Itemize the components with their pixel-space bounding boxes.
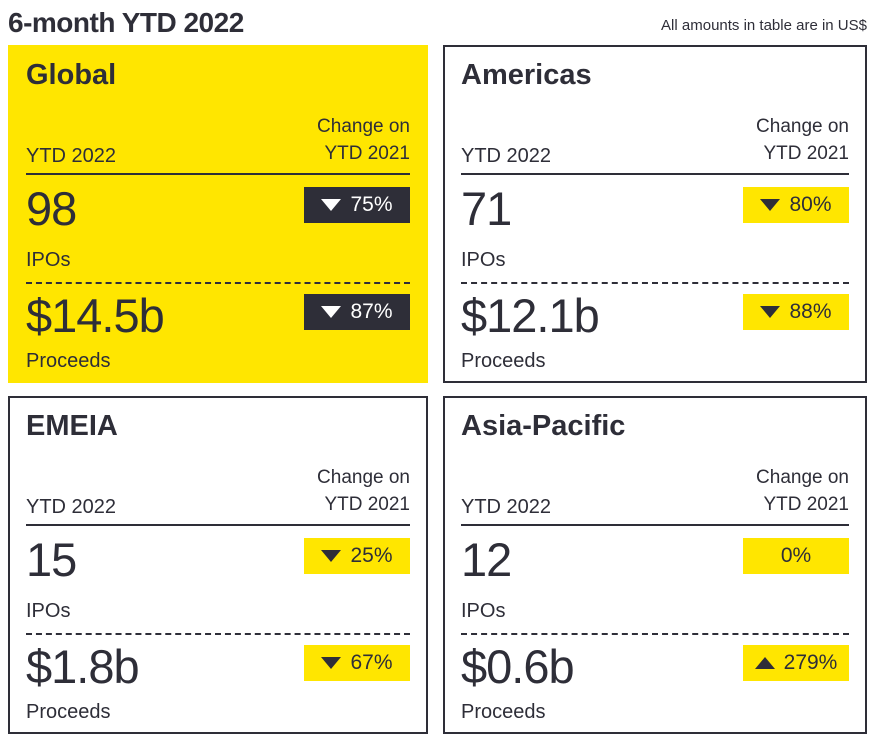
proceeds-label: Proceeds <box>461 700 546 723</box>
ipos-label: IPOs <box>461 599 506 622</box>
ipos-metric-row: 98 75% <box>26 185 410 232</box>
ipos-change-badge: 0% <box>743 537 849 574</box>
ipos-value: 98 <box>26 181 77 235</box>
ipos-change-badge: 25% <box>304 537 410 574</box>
proceeds-change-value: 87% <box>350 299 393 323</box>
dashed-divider <box>26 632 410 635</box>
change-arrow-icon <box>760 305 781 318</box>
ipos-change-value: 80% <box>789 192 832 216</box>
proceeds-change-badge: 87% <box>304 293 410 330</box>
proceeds-metric-row: $1.8b 67% <box>26 643 410 690</box>
proceeds-label: Proceeds <box>26 349 111 372</box>
proceeds-value: $12.1b <box>461 288 600 342</box>
proceeds-change-value: 88% <box>789 299 832 323</box>
ipos-label: IPOs <box>26 248 71 271</box>
cards-grid: Global YTD 2022 Change on YTD 2021 98 75… <box>8 45 867 734</box>
card-emeia: EMEIA YTD 2022 Change on YTD 2021 15 25%… <box>8 396 428 734</box>
ipos-change-value: 25% <box>350 543 393 567</box>
page-header: 6-month YTD 2022 All amounts in table ar… <box>0 0 873 45</box>
change-arrow-icon <box>321 198 342 211</box>
card-global: Global YTD 2022 Change on YTD 2021 98 75… <box>8 45 428 383</box>
period-label: YTD 2022 <box>26 144 117 167</box>
period-label: YTD 2022 <box>461 495 552 518</box>
ipos-value: 12 <box>461 532 512 586</box>
ipos-metric-row: 15 25% <box>26 536 410 583</box>
change-label: Change on YTD 2021 <box>317 467 410 515</box>
change-arrow-icon <box>760 198 781 211</box>
ipos-change-badge: 75% <box>304 186 410 223</box>
card-header-row: YTD 2022 Change on YTD 2021 <box>26 114 410 175</box>
proceeds-metric-row: $12.1b 88% <box>461 292 849 339</box>
ipos-change-badge: 80% <box>743 186 849 223</box>
proceeds-change-value: 67% <box>350 650 393 674</box>
dashed-divider <box>461 632 849 635</box>
change-label: Change on YTD 2021 <box>317 116 410 164</box>
ipos-change-value: 0% <box>780 543 812 567</box>
proceeds-change-badge: 88% <box>743 293 849 330</box>
region-title: EMEIA <box>26 410 118 442</box>
proceeds-metric-row: $14.5b 87% <box>26 292 410 339</box>
proceeds-label: Proceeds <box>26 700 111 723</box>
ipos-change-value: 75% <box>350 192 393 216</box>
period-label: YTD 2022 <box>26 495 117 518</box>
ipos-label: IPOs <box>461 248 506 271</box>
proceeds-change-badge: 279% <box>743 644 849 681</box>
proceeds-label: Proceeds <box>461 349 546 372</box>
change-arrow-icon <box>321 305 342 318</box>
change-arrow-icon <box>321 549 342 562</box>
period-label: YTD 2022 <box>461 144 552 167</box>
proceeds-metric-row: $0.6b 279% <box>461 643 849 690</box>
card-asia-pacific: Asia-Pacific YTD 2022 Change on YTD 2021… <box>443 396 867 734</box>
ipos-metric-row: 71 80% <box>461 185 849 232</box>
currency-note: All amounts in table are in US$ <box>661 17 867 34</box>
card-header-row: YTD 2022 Change on YTD 2021 <box>461 114 849 175</box>
change-label: Change on YTD 2021 <box>756 467 849 515</box>
region-title: Asia-Pacific <box>461 410 626 442</box>
proceeds-change-badge: 67% <box>304 644 410 681</box>
dashed-divider <box>461 281 849 284</box>
dashed-divider <box>26 281 410 284</box>
ipos-label: IPOs <box>26 599 71 622</box>
ipos-metric-row: 12 0% <box>461 536 849 583</box>
change-arrow-icon <box>754 656 775 669</box>
page-title: 6-month YTD 2022 <box>8 6 244 38</box>
ipos-value: 15 <box>26 532 77 586</box>
card-header-row: YTD 2022 Change on YTD 2021 <box>26 465 410 526</box>
region-title: Global <box>26 59 117 91</box>
proceeds-value: $14.5b <box>26 288 165 342</box>
card-header-row: YTD 2022 Change on YTD 2021 <box>461 465 849 526</box>
proceeds-value: $0.6b <box>461 639 575 693</box>
proceeds-change-value: 279% <box>783 650 838 674</box>
proceeds-value: $1.8b <box>26 639 140 693</box>
change-arrow-icon <box>321 656 342 669</box>
ipos-value: 71 <box>461 181 512 235</box>
card-americas: Americas YTD 2022 Change on YTD 2021 71 … <box>443 45 867 383</box>
change-label: Change on YTD 2021 <box>756 116 849 164</box>
region-title: Americas <box>461 59 592 91</box>
